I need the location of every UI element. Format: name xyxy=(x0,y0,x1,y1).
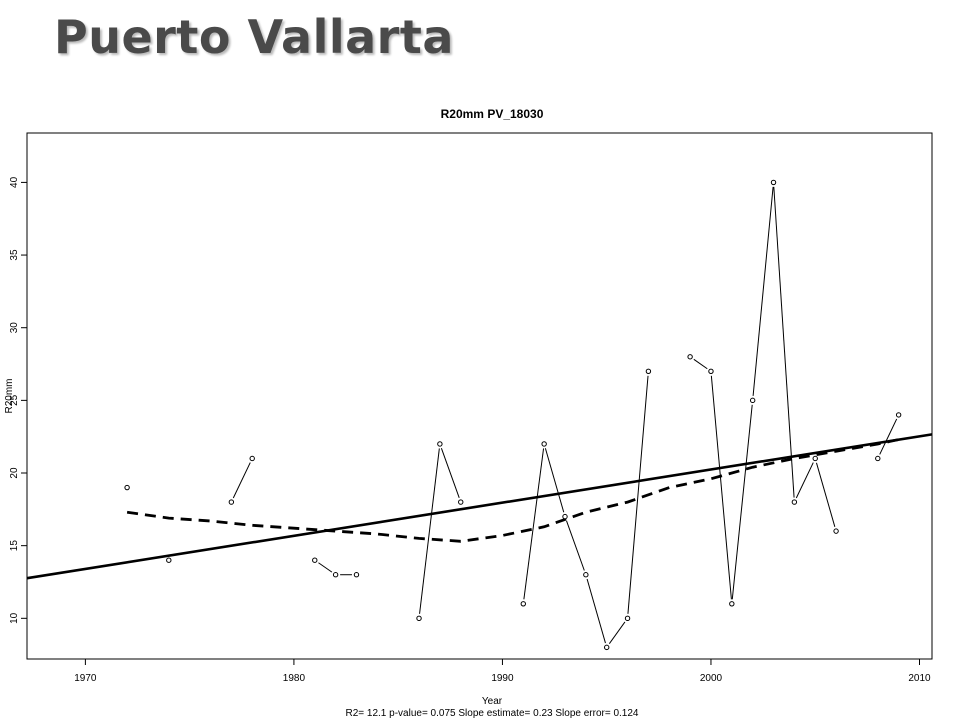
series-segment xyxy=(731,404,753,600)
data-point xyxy=(249,455,255,462)
y-tick-label: 20 xyxy=(9,467,20,479)
data-point xyxy=(791,499,798,505)
series-segment xyxy=(566,520,585,571)
data-point xyxy=(833,528,839,534)
y-axis: 10 15 20 25 30 35 40 xyxy=(9,176,27,624)
y-tick-label: 10 xyxy=(9,612,20,624)
data-point xyxy=(729,601,735,607)
series-segment xyxy=(815,462,836,527)
plot-area xyxy=(26,179,933,651)
x-tick-label: 1990 xyxy=(491,673,514,684)
data-point xyxy=(437,441,443,447)
data-point xyxy=(332,572,339,578)
data-point xyxy=(353,572,360,578)
y-tick-label: 25 xyxy=(9,394,20,406)
data-point xyxy=(312,557,318,563)
x-tick-label: 1970 xyxy=(74,673,97,684)
data-point xyxy=(875,455,881,462)
data-point xyxy=(749,397,756,404)
series-segment xyxy=(419,448,440,614)
data-point xyxy=(770,179,777,186)
series-segment xyxy=(544,448,565,513)
data-point xyxy=(708,368,714,374)
data-point xyxy=(166,557,172,563)
data-point xyxy=(228,499,235,505)
series-segment xyxy=(440,448,460,499)
series-segment xyxy=(318,562,333,573)
data-point xyxy=(624,615,631,622)
data-point xyxy=(895,412,902,418)
y-tick-label: 30 xyxy=(9,322,20,334)
series-segment xyxy=(773,186,795,498)
series-segment xyxy=(795,462,814,499)
series-segment xyxy=(627,375,649,614)
data-point xyxy=(416,615,422,622)
slide-title: Puerto Vallarta xyxy=(54,10,454,64)
x-tick-label: 1980 xyxy=(283,673,306,684)
x-axis: 1970 1980 1990 2000 2010 xyxy=(74,659,931,684)
data-point xyxy=(541,441,547,447)
series-segment xyxy=(879,418,898,455)
x-tick-label: 2010 xyxy=(908,673,931,684)
data-point xyxy=(562,513,568,520)
y-tick-label: 40 xyxy=(9,176,20,188)
y-tick-label: 35 xyxy=(9,249,20,261)
series-segment xyxy=(523,448,545,600)
data-point xyxy=(604,644,610,651)
series-segment xyxy=(710,375,732,600)
y-tick-label: 15 xyxy=(9,540,20,552)
linear-trend-line xyxy=(26,433,933,580)
smooth-fit-line xyxy=(126,438,899,543)
data-point xyxy=(812,455,818,462)
data-point xyxy=(458,499,464,505)
y-axis-label: R20mm xyxy=(4,378,15,413)
regression-stats: R2= 12.1 p-value= 0.075 Slope estimate= … xyxy=(346,708,639,719)
series-segment xyxy=(232,462,251,499)
series-segment xyxy=(752,186,774,396)
data-point xyxy=(520,601,526,607)
data-point xyxy=(687,354,693,360)
x-axis-label: Year xyxy=(482,696,503,707)
data-point xyxy=(583,572,589,578)
series-segment xyxy=(608,621,626,645)
series-segment xyxy=(693,358,708,370)
chart-title: R20mm PV_18030 xyxy=(441,107,544,121)
x-tick-label: 2000 xyxy=(700,673,723,684)
series-segment xyxy=(586,578,606,644)
data-point xyxy=(645,368,652,374)
data-point xyxy=(124,484,130,491)
plot-frame xyxy=(26,132,933,660)
